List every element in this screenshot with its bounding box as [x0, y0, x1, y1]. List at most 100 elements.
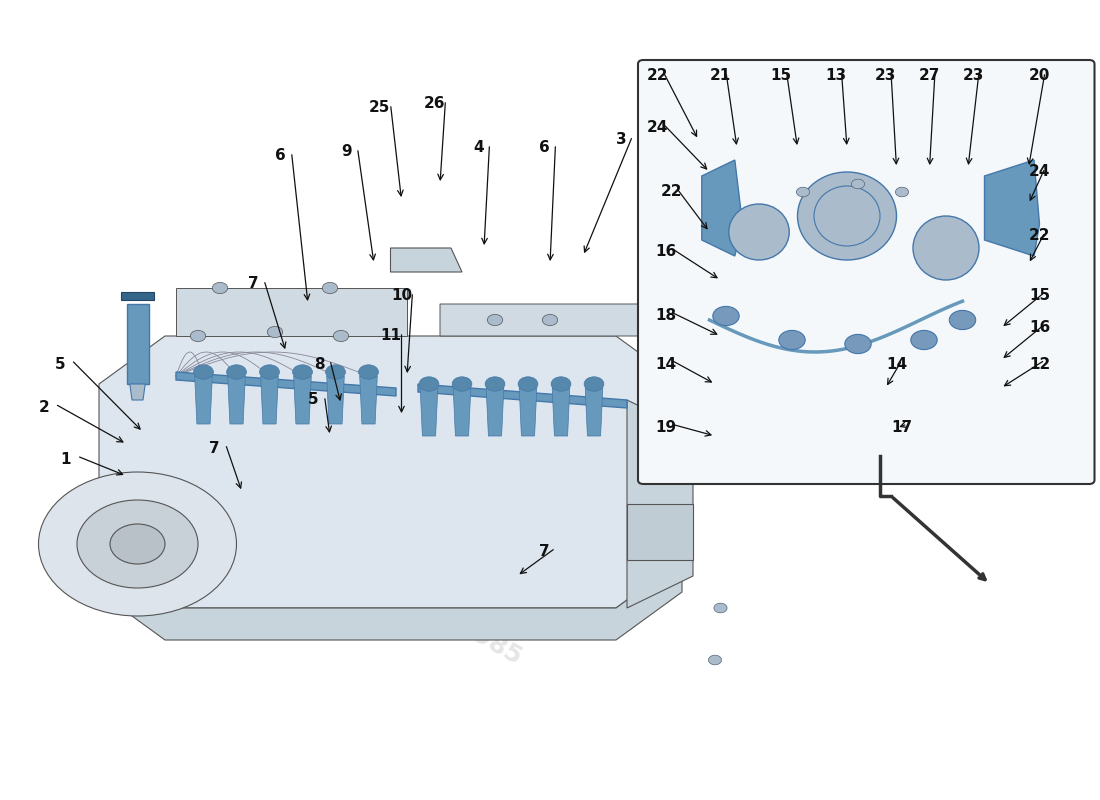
Text: 26: 26	[424, 97, 446, 111]
Text: 25: 25	[368, 101, 390, 115]
Text: 7: 7	[539, 545, 550, 559]
Polygon shape	[99, 560, 682, 640]
Text: 22: 22	[647, 69, 669, 83]
Text: 15: 15	[1028, 289, 1050, 303]
Polygon shape	[440, 304, 660, 336]
Polygon shape	[176, 372, 396, 396]
Text: 27: 27	[918, 69, 940, 83]
Circle shape	[77, 500, 198, 588]
Polygon shape	[486, 388, 504, 436]
Polygon shape	[420, 388, 438, 436]
Text: 16: 16	[654, 245, 676, 259]
Text: 5: 5	[55, 357, 66, 371]
Text: 10: 10	[390, 289, 412, 303]
Text: 24: 24	[647, 121, 669, 135]
Polygon shape	[418, 384, 627, 408]
Text: 14: 14	[654, 357, 676, 371]
Circle shape	[551, 377, 571, 391]
FancyBboxPatch shape	[638, 60, 1094, 484]
Text: 9: 9	[341, 145, 352, 159]
Polygon shape	[984, 160, 1040, 256]
Polygon shape	[130, 384, 145, 400]
Circle shape	[845, 334, 871, 354]
Polygon shape	[228, 376, 245, 424]
Text: 6: 6	[275, 149, 286, 163]
Circle shape	[359, 365, 378, 379]
Polygon shape	[453, 388, 471, 436]
Circle shape	[260, 365, 279, 379]
Circle shape	[584, 377, 604, 391]
Text: 4: 4	[473, 141, 484, 155]
Text: 1: 1	[60, 453, 72, 467]
Polygon shape	[390, 248, 462, 272]
Circle shape	[542, 314, 558, 326]
Text: 21: 21	[710, 69, 732, 83]
Circle shape	[487, 314, 503, 326]
Polygon shape	[360, 376, 377, 424]
Circle shape	[322, 282, 338, 294]
Text: 19: 19	[654, 421, 676, 435]
Circle shape	[851, 179, 865, 189]
Polygon shape	[585, 388, 603, 436]
Circle shape	[911, 330, 937, 350]
Text: 8: 8	[314, 357, 324, 371]
Circle shape	[212, 282, 228, 294]
Text: 2: 2	[39, 401, 50, 415]
Circle shape	[713, 306, 739, 326]
Text: 14: 14	[886, 357, 907, 371]
Polygon shape	[99, 336, 682, 608]
Polygon shape	[121, 292, 154, 300]
Polygon shape	[294, 376, 311, 424]
Text: parts since 1985: parts since 1985	[310, 531, 526, 669]
Circle shape	[39, 472, 236, 616]
Polygon shape	[261, 376, 278, 424]
Text: 3: 3	[616, 133, 627, 147]
Circle shape	[779, 330, 805, 350]
Polygon shape	[327, 376, 344, 424]
Circle shape	[194, 365, 213, 379]
Circle shape	[267, 326, 283, 338]
Circle shape	[714, 603, 727, 613]
Text: 13: 13	[825, 69, 847, 83]
Text: 17: 17	[891, 421, 913, 435]
Text: 23: 23	[962, 69, 984, 83]
Circle shape	[895, 187, 909, 197]
Polygon shape	[176, 288, 407, 336]
Circle shape	[326, 365, 345, 379]
Ellipse shape	[814, 186, 880, 246]
Polygon shape	[126, 304, 148, 384]
Circle shape	[452, 377, 472, 391]
Circle shape	[485, 377, 505, 391]
Text: 7: 7	[209, 441, 220, 455]
Text: 22: 22	[660, 185, 682, 199]
Text: 15: 15	[770, 69, 792, 83]
Polygon shape	[519, 388, 537, 436]
Circle shape	[190, 330, 206, 342]
Polygon shape	[702, 160, 743, 256]
Text: 5: 5	[308, 393, 319, 407]
Text: 11: 11	[379, 329, 401, 343]
Text: 22: 22	[1028, 229, 1050, 243]
Text: 24: 24	[1028, 165, 1050, 179]
Circle shape	[419, 377, 439, 391]
Ellipse shape	[798, 172, 896, 260]
Circle shape	[949, 310, 976, 330]
Text: 23: 23	[874, 69, 896, 83]
Text: 18: 18	[654, 309, 676, 323]
Polygon shape	[627, 504, 693, 560]
Polygon shape	[195, 376, 212, 424]
Text: 7: 7	[248, 277, 258, 291]
Circle shape	[333, 330, 349, 342]
Ellipse shape	[913, 216, 979, 280]
Text: 16: 16	[1028, 321, 1050, 335]
Text: 20: 20	[1028, 69, 1050, 83]
Polygon shape	[552, 388, 570, 436]
Circle shape	[518, 377, 538, 391]
Circle shape	[796, 187, 810, 197]
Circle shape	[293, 365, 312, 379]
Text: 12: 12	[1028, 357, 1050, 371]
Circle shape	[708, 655, 722, 665]
Ellipse shape	[728, 204, 789, 260]
Circle shape	[110, 524, 165, 564]
Circle shape	[227, 365, 246, 379]
